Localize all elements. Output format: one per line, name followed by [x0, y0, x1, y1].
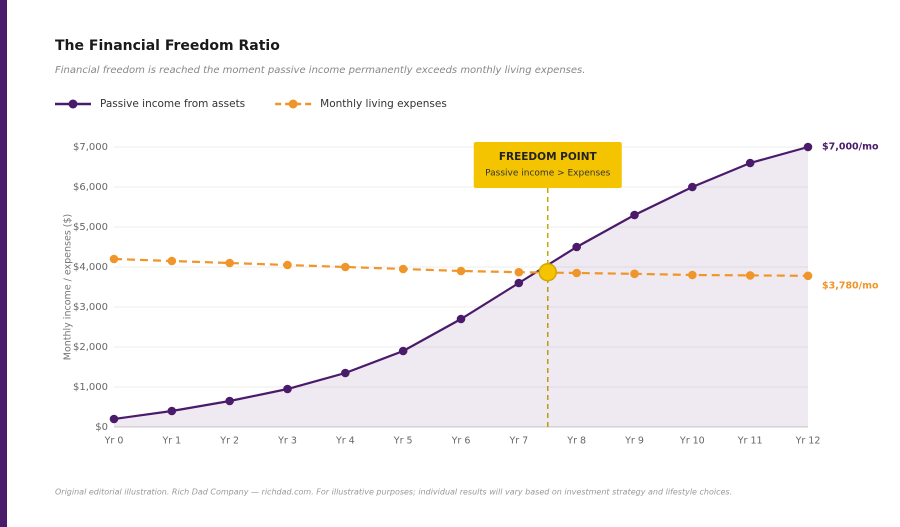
legend-marker — [68, 99, 78, 109]
data-point — [167, 406, 177, 416]
x-tick-label: Yr 5 — [393, 436, 413, 447]
x-tick-label: Yr 9 — [624, 436, 644, 447]
data-point — [225, 396, 234, 406]
data-point — [514, 278, 524, 288]
freedom-marker — [538, 262, 557, 282]
x-tick-label: Yr 0 — [104, 436, 124, 447]
data-point — [514, 267, 524, 277]
data-point — [745, 158, 755, 168]
x-tick-label: Yr 10 — [679, 436, 705, 447]
x-tick-label: Yr 2 — [219, 436, 239, 447]
freedom-box — [473, 142, 622, 188]
data-point — [225, 258, 234, 268]
data-point — [167, 256, 177, 266]
data-point — [398, 264, 408, 274]
chart-title: The Financial Freedom Ratio — [55, 38, 280, 54]
data-point — [283, 384, 292, 394]
chart-subtitle: Financial freedom is reached the moment … — [55, 65, 585, 76]
x-tick-label: Yr 3 — [277, 436, 297, 447]
legend-label: Passive income from assets — [100, 98, 245, 110]
x-tick-label: Yr 8 — [566, 436, 586, 447]
legend-marker — [288, 99, 298, 109]
value-label: $7,000/mo — [822, 142, 879, 153]
data-point — [688, 270, 697, 280]
x-tick-label: Yr 6 — [451, 436, 471, 447]
side-bar — [0, 0, 7, 527]
y-tick-label: $4,000 — [73, 262, 108, 273]
data-point — [398, 346, 408, 356]
data-point — [109, 254, 119, 264]
data-point — [630, 210, 639, 220]
data-point — [456, 314, 466, 324]
y-axis-label: Monthly income / expenses ($) — [63, 214, 74, 361]
x-tick-label: Yr 7 — [508, 436, 528, 447]
y-tick-label: $7,000 — [73, 142, 108, 153]
freedom-title: FREEDOM POINT — [499, 151, 598, 163]
x-tick-label: Yr 4 — [335, 436, 355, 447]
data-point — [283, 260, 292, 270]
y-tick-label: $0 — [95, 422, 108, 433]
y-tick-label: $5,000 — [73, 222, 108, 233]
x-tick-label: Yr 1 — [161, 436, 181, 447]
data-point — [109, 414, 119, 424]
data-point — [688, 182, 697, 192]
y-tick-label: $1,000 — [73, 382, 108, 393]
x-tick-label: Yr 12 — [795, 436, 821, 447]
area — [114, 147, 808, 427]
data-point — [803, 271, 813, 281]
data-point — [745, 271, 755, 280]
data-point — [572, 242, 581, 252]
legend-label: Monthly living expenses — [320, 98, 447, 110]
y-tick-label: $2,000 — [73, 342, 108, 353]
freedom-text: Passive income > Expenses — [485, 169, 611, 179]
data-point — [341, 262, 350, 272]
y-tick-label: $3,000 — [73, 302, 108, 313]
data-point — [341, 368, 350, 378]
data-point — [572, 268, 581, 278]
footnote: Original editorial illustration. Rich Da… — [55, 488, 732, 497]
x-tick-label: Yr 11 — [737, 436, 763, 447]
data-point — [456, 266, 466, 276]
data-point — [630, 269, 639, 279]
y-tick-label: $6,000 — [73, 182, 108, 193]
value-label: $3,780/mo — [822, 280, 879, 291]
data-point — [803, 142, 813, 152]
